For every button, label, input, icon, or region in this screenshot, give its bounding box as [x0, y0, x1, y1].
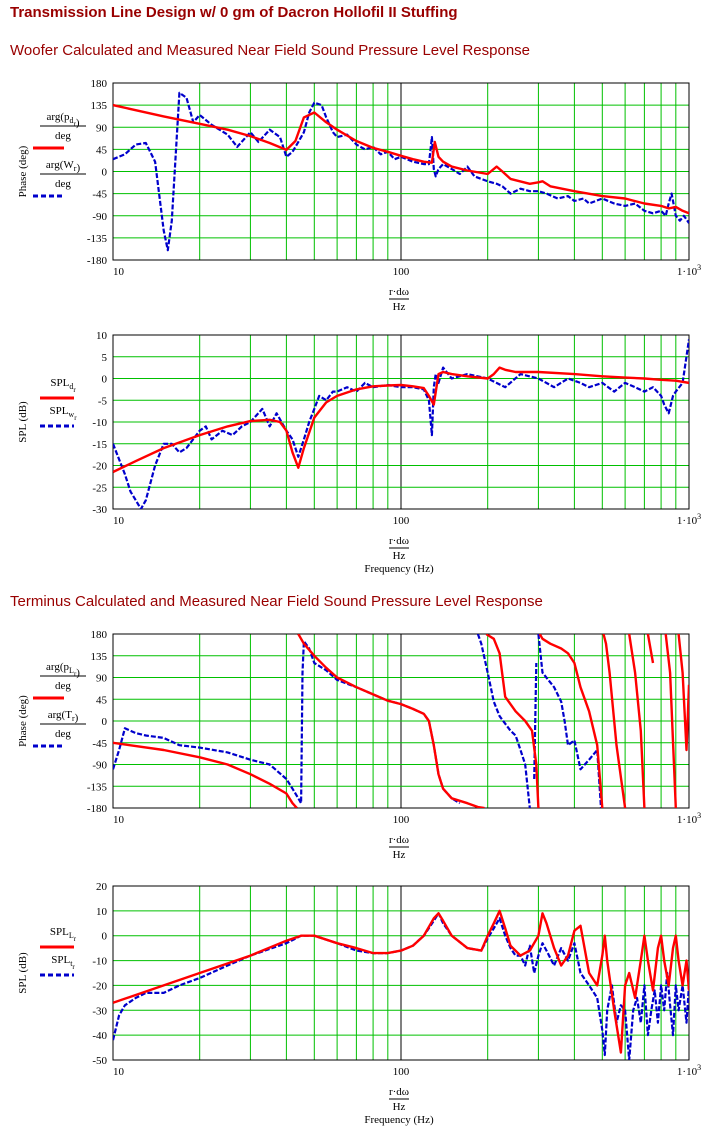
- y-tick-label: -45: [92, 189, 107, 201]
- x-tick-label: 100: [393, 266, 410, 278]
- y-axis-label: SPL (dB): [17, 401, 29, 443]
- x-tick-label: 100: [393, 814, 410, 826]
- plot-frame: [112, 82, 690, 261]
- x-tick-label: 1·103: [677, 512, 701, 527]
- y-tick-label: -10: [92, 417, 107, 429]
- y-tick-label: -135: [87, 781, 108, 793]
- y-tick-label: 5: [102, 352, 108, 364]
- page-title: Transmission Line Design w/ 0 gm of Dacr…: [10, 4, 458, 21]
- y-tick-label: -180: [87, 255, 108, 267]
- x-tick-label: 1·103: [677, 811, 701, 826]
- legend-entry-calculated: arg(pLr)deg: [33, 661, 86, 700]
- legend-entry-measured: arg(Tr) deg: [33, 709, 86, 748]
- x-axis-label-denominator: Hz: [393, 550, 406, 562]
- y-axis-label: Phase (deg): [17, 695, 29, 747]
- y-tick-label: -20: [92, 980, 107, 992]
- legend-label: arg(pLr): [46, 661, 80, 679]
- y-tick-label: 20: [96, 881, 108, 893]
- plot-frame: [112, 334, 690, 510]
- x-axis-label-numerator: r·dω: [389, 1086, 409, 1098]
- legend-entry-calculated: SPLdr: [40, 377, 76, 400]
- y-tick-label: 10: [96, 330, 108, 342]
- legend-label: SPLtr: [51, 954, 75, 971]
- legend-label: SPLdr: [50, 377, 76, 394]
- chart-terminus-phase: 180 135 90 45 0 -45 -90 -135 -180 10 100 1·103 r·dω H…: [17, 629, 701, 861]
- x-tick-label: 10: [113, 814, 125, 826]
- y-tick-label: -20: [92, 461, 107, 473]
- chart-woofer-phase: 180 135 90 45 0 -45 -90 -135 -180 10 100 1·103 r·dω H…: [17, 78, 701, 313]
- y-axis-label: Phase (deg): [17, 145, 29, 197]
- y-tick-label: 0: [102, 167, 108, 179]
- y-tick-label: 45: [96, 694, 108, 706]
- y-tick-label: -25: [92, 482, 107, 494]
- legend-entry-measured: SPLwr: [40, 405, 77, 428]
- legend-entry-measured: SPLtr: [40, 954, 75, 977]
- chart-woofer-spl: 10 5 0 -5 -10 -15 -20 -25 -30 10 100 1·103 r·dω HzFre…: [17, 330, 701, 575]
- series-line-calculated: [113, 103, 689, 215]
- x-tick-label: 100: [393, 1066, 410, 1078]
- y-tick-label: 90: [96, 673, 108, 685]
- series-line-measured: [113, 91, 689, 252]
- y-tick-label: -135: [87, 233, 108, 245]
- legend-denominator: deg: [55, 130, 71, 142]
- legend-denominator: deg: [55, 680, 71, 692]
- x-tick-label: 10: [113, 1066, 125, 1078]
- legend-label: arg(Tr): [48, 709, 79, 724]
- y-tick-label: -10: [92, 956, 107, 968]
- x-tick-label: 10: [113, 515, 125, 527]
- x-tick-label: 100: [393, 515, 410, 527]
- woofer-section-title: Woofer Calculated and Measured Near Fiel…: [10, 42, 531, 59]
- y-tick-label: -40: [92, 1030, 107, 1042]
- y-axis-label: SPL (dB): [17, 952, 29, 994]
- x-axis-label-denominator: Hz: [393, 849, 406, 861]
- plot-frame: [112, 885, 690, 1061]
- legend-entry-calculated: arg(pdr)deg: [33, 111, 86, 150]
- legend-label: arg(Wr): [46, 159, 81, 174]
- y-tick-label: -90: [92, 760, 107, 772]
- y-tick-label: -90: [92, 211, 107, 223]
- y-tick-label: 0: [102, 931, 108, 943]
- x-axis-label-numerator: r·dω: [389, 535, 409, 547]
- x-tick-label: 10: [113, 266, 125, 278]
- series-line-calculated: [113, 634, 689, 808]
- series-line-calculated: [113, 366, 689, 474]
- terminus-section-title: Terminus Calculated and Measured Near Fi…: [10, 593, 543, 610]
- y-tick-label: -50: [92, 1055, 107, 1067]
- x-tick-label: 1·103: [677, 263, 701, 278]
- legend-label: SPLLr: [50, 926, 77, 943]
- y-tick-label: 10: [96, 906, 108, 918]
- y-tick-label: -30: [92, 504, 107, 516]
- x-axis-label-numerator: r·dω: [389, 834, 409, 846]
- y-tick-label: -30: [92, 1005, 107, 1017]
- y-tick-label: -5: [98, 395, 108, 407]
- legend-label: SPLwr: [49, 405, 77, 422]
- y-tick-label: 180: [91, 78, 108, 90]
- y-tick-label: -45: [92, 738, 107, 750]
- legend-denominator: deg: [55, 178, 71, 190]
- y-tick-label: 135: [91, 651, 108, 663]
- series-line-calculated: [113, 909, 689, 1054]
- legend-denominator: deg: [55, 728, 71, 740]
- legend-entry-calculated: SPLLr: [40, 926, 77, 949]
- y-tick-label: 0: [102, 716, 108, 728]
- x-axis-label-denominator: Hz: [393, 301, 406, 313]
- x-axis-caption: Frequency (Hz): [364, 1114, 434, 1126]
- y-tick-label: -180: [87, 803, 108, 815]
- y-tick-label: -15: [92, 439, 107, 451]
- x-axis-label-numerator: r·dω: [389, 286, 409, 298]
- x-axis-label-denominator: Hz: [393, 1101, 406, 1113]
- x-tick-label: 1·103: [677, 1063, 701, 1078]
- legend-entry-measured: arg(Wr) deg: [33, 159, 86, 198]
- legend-label: arg(pdr): [46, 111, 79, 129]
- y-tick-label: 90: [96, 122, 108, 134]
- y-tick-label: 45: [96, 144, 108, 156]
- y-tick-label: 135: [91, 100, 108, 112]
- y-tick-label: 180: [91, 629, 108, 641]
- y-tick-label: 0: [102, 374, 108, 386]
- series-line-measured: [113, 339, 689, 509]
- x-axis-caption: Frequency (Hz): [364, 563, 434, 575]
- plot-frame: [112, 633, 690, 809]
